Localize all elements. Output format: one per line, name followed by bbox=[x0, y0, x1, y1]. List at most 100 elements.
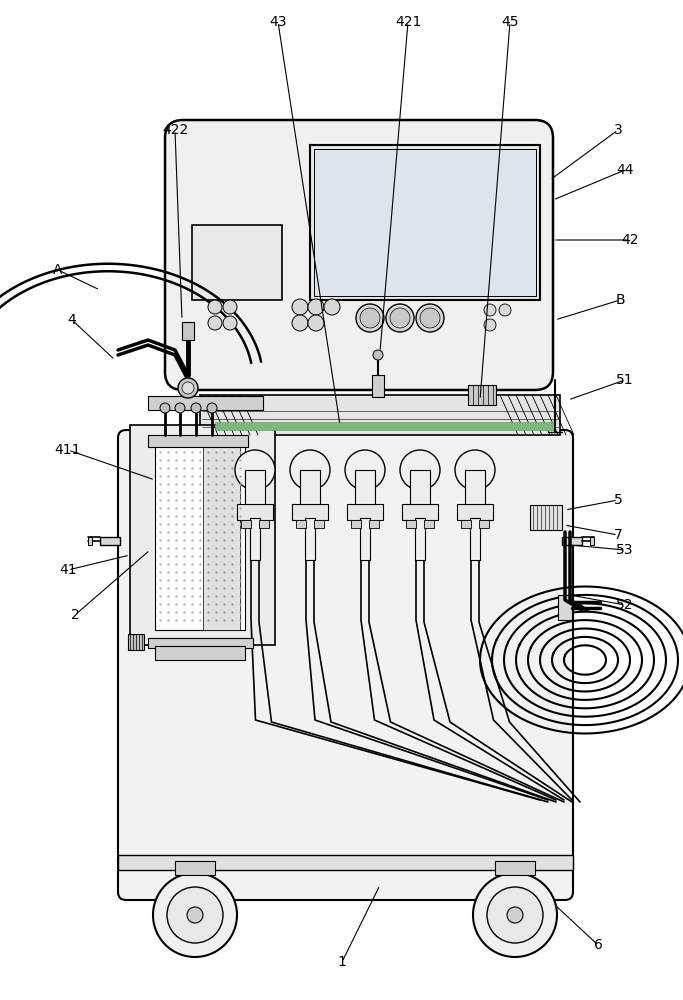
Circle shape bbox=[345, 450, 385, 490]
Bar bbox=[470, 518, 480, 560]
Bar bbox=[351, 520, 361, 528]
Circle shape bbox=[235, 450, 275, 490]
Bar bbox=[314, 149, 536, 296]
Bar bbox=[292, 504, 328, 520]
Text: A: A bbox=[53, 263, 63, 277]
Circle shape bbox=[223, 300, 237, 314]
Circle shape bbox=[292, 315, 308, 331]
Bar bbox=[118, 855, 573, 870]
Text: 7: 7 bbox=[613, 528, 622, 542]
Bar bbox=[461, 520, 471, 528]
Bar bbox=[369, 520, 379, 528]
Bar bbox=[203, 445, 240, 630]
Bar bbox=[360, 518, 370, 560]
Text: 3: 3 bbox=[613, 123, 622, 137]
Bar bbox=[175, 861, 215, 875]
Circle shape bbox=[208, 316, 222, 330]
Bar bbox=[148, 396, 263, 410]
Circle shape bbox=[223, 316, 237, 330]
Circle shape bbox=[153, 873, 237, 957]
Circle shape bbox=[324, 299, 340, 315]
Bar bbox=[468, 385, 496, 405]
Bar bbox=[347, 504, 383, 520]
Circle shape bbox=[400, 450, 440, 490]
Text: 53: 53 bbox=[616, 543, 634, 557]
Bar bbox=[241, 520, 251, 528]
Circle shape bbox=[455, 450, 495, 490]
Bar bbox=[424, 520, 434, 528]
Text: 4: 4 bbox=[68, 313, 76, 327]
Bar bbox=[130, 425, 275, 645]
Circle shape bbox=[160, 403, 170, 413]
Circle shape bbox=[175, 403, 185, 413]
Bar bbox=[155, 646, 245, 660]
Text: 43: 43 bbox=[269, 15, 287, 29]
Bar bbox=[305, 518, 315, 560]
Circle shape bbox=[360, 308, 380, 328]
Circle shape bbox=[308, 315, 324, 331]
Bar bbox=[155, 445, 245, 630]
Circle shape bbox=[356, 304, 384, 332]
Text: 422: 422 bbox=[162, 123, 188, 137]
Circle shape bbox=[208, 300, 222, 314]
Circle shape bbox=[292, 299, 308, 315]
Bar bbox=[406, 520, 416, 528]
Text: 45: 45 bbox=[501, 15, 519, 29]
Text: 44: 44 bbox=[616, 163, 634, 177]
Bar bbox=[250, 518, 260, 560]
Text: 1: 1 bbox=[337, 955, 346, 969]
Text: 41: 41 bbox=[59, 563, 76, 577]
Bar bbox=[410, 470, 430, 505]
Bar bbox=[245, 470, 265, 505]
FancyBboxPatch shape bbox=[118, 430, 573, 900]
Bar bbox=[100, 537, 120, 545]
Circle shape bbox=[507, 907, 523, 923]
Bar bbox=[148, 435, 248, 447]
Circle shape bbox=[390, 308, 410, 328]
Circle shape bbox=[484, 319, 496, 331]
Circle shape bbox=[308, 299, 324, 315]
Circle shape bbox=[416, 304, 444, 332]
Bar bbox=[300, 470, 320, 505]
Circle shape bbox=[167, 887, 223, 943]
Bar bbox=[215, 422, 555, 430]
Circle shape bbox=[187, 907, 203, 923]
Bar bbox=[415, 518, 425, 560]
Circle shape bbox=[207, 403, 217, 413]
Text: B: B bbox=[615, 293, 625, 307]
Text: 2: 2 bbox=[70, 608, 79, 622]
Circle shape bbox=[499, 304, 511, 316]
Text: 42: 42 bbox=[622, 233, 639, 247]
Circle shape bbox=[373, 350, 383, 360]
Text: 421: 421 bbox=[395, 15, 421, 29]
Bar bbox=[296, 520, 306, 528]
Bar bbox=[495, 861, 535, 875]
Bar bbox=[372, 375, 384, 397]
Text: 6: 6 bbox=[594, 938, 602, 952]
Circle shape bbox=[386, 304, 414, 332]
Bar bbox=[128, 634, 144, 650]
Circle shape bbox=[484, 304, 496, 316]
Bar bbox=[192, 225, 282, 300]
Circle shape bbox=[473, 873, 557, 957]
Bar bbox=[310, 145, 540, 300]
Circle shape bbox=[420, 308, 440, 328]
Circle shape bbox=[191, 403, 201, 413]
Bar bbox=[457, 504, 493, 520]
Bar bbox=[88, 537, 92, 545]
Text: 411: 411 bbox=[55, 443, 81, 457]
Bar bbox=[562, 537, 582, 545]
Bar bbox=[558, 595, 572, 620]
Bar bbox=[355, 470, 375, 505]
Bar bbox=[402, 504, 438, 520]
Circle shape bbox=[182, 382, 194, 394]
FancyBboxPatch shape bbox=[165, 120, 553, 390]
Bar bbox=[590, 537, 594, 545]
Bar bbox=[465, 470, 485, 505]
Bar bbox=[200, 395, 560, 435]
Text: 51: 51 bbox=[616, 373, 634, 387]
Bar bbox=[237, 504, 273, 520]
Text: 5: 5 bbox=[613, 493, 622, 507]
Bar bbox=[148, 638, 253, 648]
Bar bbox=[479, 520, 489, 528]
